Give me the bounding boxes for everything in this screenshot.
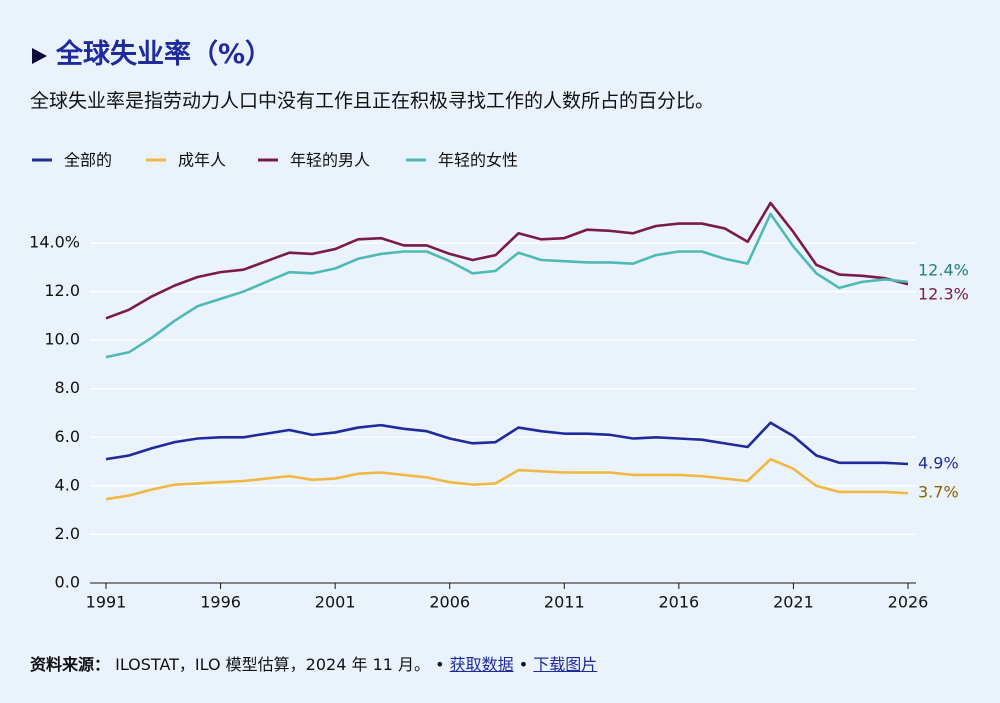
series-line bbox=[105, 212, 909, 359]
x-tick-label: 2021 bbox=[773, 593, 814, 612]
y-tick-label: 6.0 bbox=[55, 427, 80, 446]
series-line bbox=[105, 457, 909, 501]
x-tick-label: 2026 bbox=[888, 593, 929, 612]
download-link[interactable]: 下载图片 bbox=[533, 655, 598, 674]
x-tick-label: 1996 bbox=[200, 593, 241, 612]
source-text: ILOSTAT，ILO 模型估算，2024 年 11 月。 bbox=[115, 655, 431, 674]
separator: • bbox=[518, 655, 529, 674]
x-tick-label: 2011 bbox=[544, 593, 585, 612]
source: 资料来源： ILOSTAT，ILO 模型估算，2024 年 11 月。 • 获取… bbox=[30, 651, 597, 675]
y-tick-label: 12.0 bbox=[44, 281, 80, 300]
chart-title: 全球失业率（%） bbox=[30, 32, 272, 71]
legend-label: 年轻的女性 bbox=[438, 151, 518, 170]
title-text: 全球失业率（%） bbox=[56, 39, 273, 70]
source-label: 资料来源： bbox=[30, 655, 111, 674]
end-label: 12.3% bbox=[918, 285, 969, 304]
end-label: 12.4% bbox=[918, 261, 969, 280]
x-tick-label: 2001 bbox=[315, 593, 356, 612]
y-tick-label: 4.0 bbox=[55, 475, 80, 494]
title-marker bbox=[32, 47, 47, 64]
separator: • bbox=[435, 655, 445, 674]
end-label: 4.9% bbox=[918, 454, 959, 473]
subtitle: 全球失业率是指劳动力人口中没有工作且正在积极寻找工作的人数所占的百分比。 bbox=[30, 90, 715, 112]
y-tick-label: 2.0 bbox=[55, 524, 80, 543]
series-line bbox=[105, 201, 909, 320]
legend-label: 全部的 bbox=[64, 151, 112, 170]
y-tick-label: 0.0 bbox=[55, 573, 80, 592]
x-tick-label: 2016 bbox=[658, 593, 699, 612]
x-tick-label: 1991 bbox=[86, 593, 127, 612]
y-tick-label: 8.0 bbox=[55, 378, 80, 397]
end-label: 3.7% bbox=[918, 483, 959, 502]
y-tick-label: 14.0% bbox=[29, 233, 80, 252]
y-tick-label: 10.0 bbox=[44, 330, 80, 349]
chart: 全部的 成年人 年轻的男人 年轻的女性 0.0 2.0 4.0 6.0 8.0 10.0 12.0 1… bbox=[29, 151, 969, 612]
series-line bbox=[105, 421, 909, 466]
legend-label: 成年人 bbox=[178, 151, 226, 170]
x-tick-label: 2006 bbox=[429, 593, 470, 612]
data-link[interactable]: 获取数据 bbox=[449, 655, 514, 674]
legend-label: 年轻的男人 bbox=[290, 151, 370, 170]
